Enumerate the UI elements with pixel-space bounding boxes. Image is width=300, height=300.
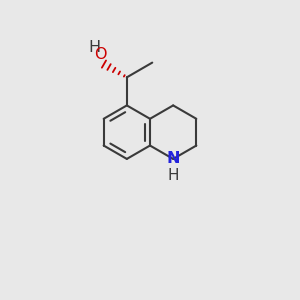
Text: O: O bbox=[94, 47, 106, 62]
Text: H: H bbox=[167, 168, 179, 183]
Text: N: N bbox=[167, 152, 180, 166]
Text: H: H bbox=[88, 40, 100, 55]
